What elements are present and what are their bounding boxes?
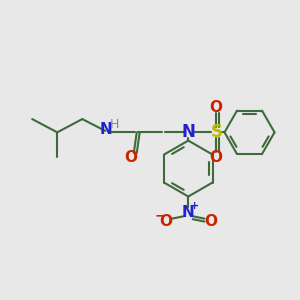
Text: O: O	[210, 150, 223, 165]
Text: H: H	[110, 118, 119, 130]
Text: O: O	[210, 100, 223, 115]
Text: +: +	[190, 201, 199, 211]
Text: O: O	[204, 214, 217, 229]
Text: N: N	[100, 122, 113, 137]
Text: N: N	[182, 205, 195, 220]
Text: S: S	[210, 123, 222, 141]
Text: O: O	[160, 214, 173, 229]
Text: −: −	[154, 208, 166, 222]
Text: O: O	[124, 150, 137, 165]
Text: N: N	[181, 123, 195, 141]
